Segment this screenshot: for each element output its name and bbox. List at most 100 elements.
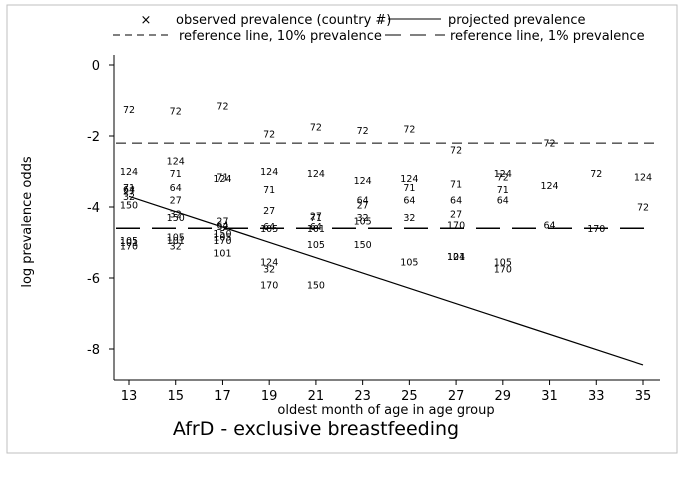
x-tick-label: 17 xyxy=(214,389,231,404)
data-point-label: 71 xyxy=(123,183,135,194)
x-tick-label: 23 xyxy=(354,389,371,404)
y-tick-label: -2 xyxy=(87,130,100,145)
data-point-label: 64 xyxy=(403,195,415,206)
x-tick-label: 25 xyxy=(401,389,418,404)
data-point-label: 64 xyxy=(263,222,275,233)
data-point-label: 71 xyxy=(450,179,462,190)
data-point-label: 105 xyxy=(494,258,512,269)
data-point-label: 64 xyxy=(450,195,462,206)
data-point-label: 32 xyxy=(170,242,182,253)
data-point-label: 170 xyxy=(213,236,231,247)
data-point-label: 72 xyxy=(637,203,649,214)
legend-ref1-label: reference line, 1% prevalence xyxy=(450,29,645,44)
data-points: 7212471642732150105101170721247164273215… xyxy=(120,101,652,291)
data-point-label: 64 xyxy=(543,220,555,231)
data-point-label: 105 xyxy=(167,233,185,244)
data-point-label: 124 xyxy=(167,156,185,167)
data-point-label: 71 xyxy=(310,213,322,224)
data-point-label: 101 xyxy=(307,224,325,235)
data-point-label: 124 xyxy=(260,258,278,269)
data-point-label: 105 xyxy=(400,258,418,269)
data-point-label: 124 xyxy=(634,172,652,183)
x-tick-label: 35 xyxy=(635,389,652,404)
data-point-label: 124 xyxy=(354,176,372,187)
data-point-label: 32 xyxy=(123,192,135,203)
data-point-label: 170 xyxy=(260,281,278,292)
chart-title: AfrD - exclusive breastfeeding xyxy=(173,418,459,440)
x-tick-label: 19 xyxy=(261,389,278,404)
legend-projected-label: projected prevalence xyxy=(448,13,585,28)
legend: × observed prevalence (country #) projec… xyxy=(113,13,645,44)
data-point-label: 150 xyxy=(167,213,185,224)
data-point-label: 72 xyxy=(357,126,369,137)
data-point-label: 124 xyxy=(400,174,418,185)
data-point-label: 101 xyxy=(213,249,231,260)
data-point-label: 71 xyxy=(216,172,228,183)
x-tick-label: 15 xyxy=(167,389,184,404)
data-point-label: 72 xyxy=(590,169,602,180)
data-point-label: 150 xyxy=(354,240,372,251)
data-point-label: 32 xyxy=(170,210,182,221)
data-point-label: 105 xyxy=(354,217,372,228)
data-point-label: 105 xyxy=(307,240,325,251)
data-point-label: 71 xyxy=(497,185,509,196)
x-tick-label: 13 xyxy=(121,389,138,404)
figure-frame xyxy=(6,4,678,454)
x-tick-label: 31 xyxy=(541,389,558,404)
data-point-label: 124 xyxy=(213,174,231,185)
data-point-label: 72 xyxy=(403,124,415,135)
data-point-label: 27 xyxy=(216,217,228,228)
data-point-label: 72 xyxy=(450,146,462,157)
data-point-label: 72 xyxy=(123,105,135,116)
data-point-label: 170 xyxy=(494,265,512,276)
data-point-label: 72 xyxy=(543,139,555,150)
data-point-label: 72 xyxy=(216,101,228,112)
data-point-label: 105 xyxy=(213,233,231,244)
data-point-label: 124 xyxy=(540,181,558,192)
data-point-label: 72 xyxy=(497,172,509,183)
data-point-label: 72 xyxy=(310,123,322,134)
legend-observed-label: observed prevalence (country #) xyxy=(176,13,391,28)
data-point-label: 105 xyxy=(260,224,278,235)
data-point-label: 124 xyxy=(260,167,278,178)
x-axis-label: oldest month of age in age group xyxy=(277,403,494,418)
data-point-label: 64 xyxy=(123,185,135,196)
data-point-label: 64 xyxy=(357,195,369,206)
data-point-label: 124 xyxy=(494,169,512,180)
data-point-label: 150 xyxy=(213,229,231,240)
data-point-label: 72 xyxy=(263,130,275,141)
data-point-label: 32 xyxy=(216,222,228,233)
data-point-label: 150 xyxy=(120,201,138,212)
y-tick-label: 0 xyxy=(92,59,100,74)
data-point-label: 71 xyxy=(170,169,182,180)
data-point-label: 64 xyxy=(216,220,228,231)
x-tick-label: 21 xyxy=(308,389,325,404)
x-tick-label: 27 xyxy=(448,389,465,404)
data-point-label: 170 xyxy=(120,242,138,253)
data-point-label: 101 xyxy=(120,238,138,249)
x-tick-label: 29 xyxy=(495,389,512,404)
y-tick-label: -8 xyxy=(87,343,100,358)
data-point-label: 64 xyxy=(497,195,509,206)
projected-prevalence-line xyxy=(128,195,644,366)
data-point-label: 27 xyxy=(357,201,369,212)
axes: 13 15 17 19 21 23 25 27 29 31 33 35 0 -2 -4 -6 -8 xyxy=(87,55,660,404)
data-point-label: 170 xyxy=(447,220,465,231)
data-point-label: 124 xyxy=(307,169,325,180)
data-point-label: 124 xyxy=(120,167,138,178)
x-ticks: 13 15 17 19 21 23 25 27 29 31 33 35 xyxy=(121,380,652,404)
data-point-label: 72 xyxy=(170,107,182,118)
data-point-label: 32 xyxy=(357,213,369,224)
data-point-label: 71 xyxy=(263,185,275,196)
data-point-label: 32 xyxy=(263,265,275,276)
data-point-label: 71 xyxy=(403,183,415,194)
y-axis-label: log prevalence odds xyxy=(20,156,35,288)
data-point-label: 27 xyxy=(123,187,135,198)
y-tick-label: -4 xyxy=(87,201,100,216)
data-point-label: 27 xyxy=(450,210,462,221)
data-point-label: 27 xyxy=(263,206,275,217)
data-point-label: 27 xyxy=(310,211,322,222)
y-ticks: 0 -2 -4 -6 -8 xyxy=(87,59,114,358)
data-point-label: 170 xyxy=(587,224,605,235)
